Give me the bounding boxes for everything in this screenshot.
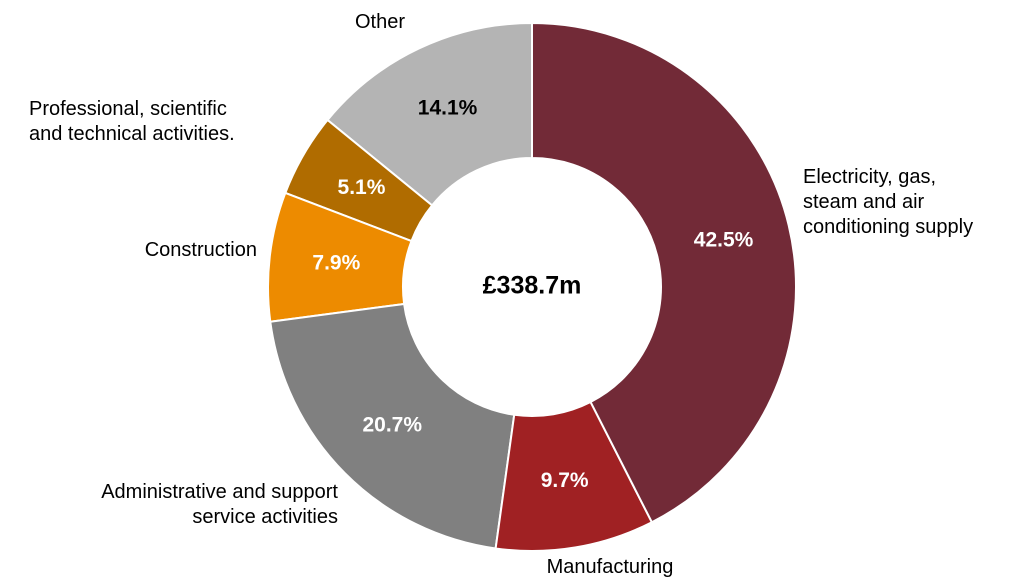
value-label: 20.7% xyxy=(362,413,422,436)
category-label: Administrative and support service activ… xyxy=(101,481,338,528)
donut-slice xyxy=(326,21,533,207)
donut-slice xyxy=(494,400,654,552)
value-label: 5.1% xyxy=(338,176,386,199)
donut-slice xyxy=(267,191,413,323)
category-label: Electricity, gas, steam and air conditio… xyxy=(803,166,974,238)
donut-slice xyxy=(269,302,516,550)
donut-slice xyxy=(531,21,797,524)
donut-slice xyxy=(284,118,434,243)
category-label: Construction xyxy=(144,239,257,261)
value-label: 42.5% xyxy=(694,229,754,252)
value-label: 9.7% xyxy=(541,469,589,492)
category-label: Manufacturing xyxy=(546,556,674,578)
category-label: Professional, scientific and technical a… xyxy=(29,98,235,145)
value-label: 7.9% xyxy=(312,252,360,275)
category-label: Other xyxy=(354,11,406,33)
center-label: £338.7m xyxy=(483,272,582,300)
value-label: 14.1% xyxy=(418,97,478,120)
